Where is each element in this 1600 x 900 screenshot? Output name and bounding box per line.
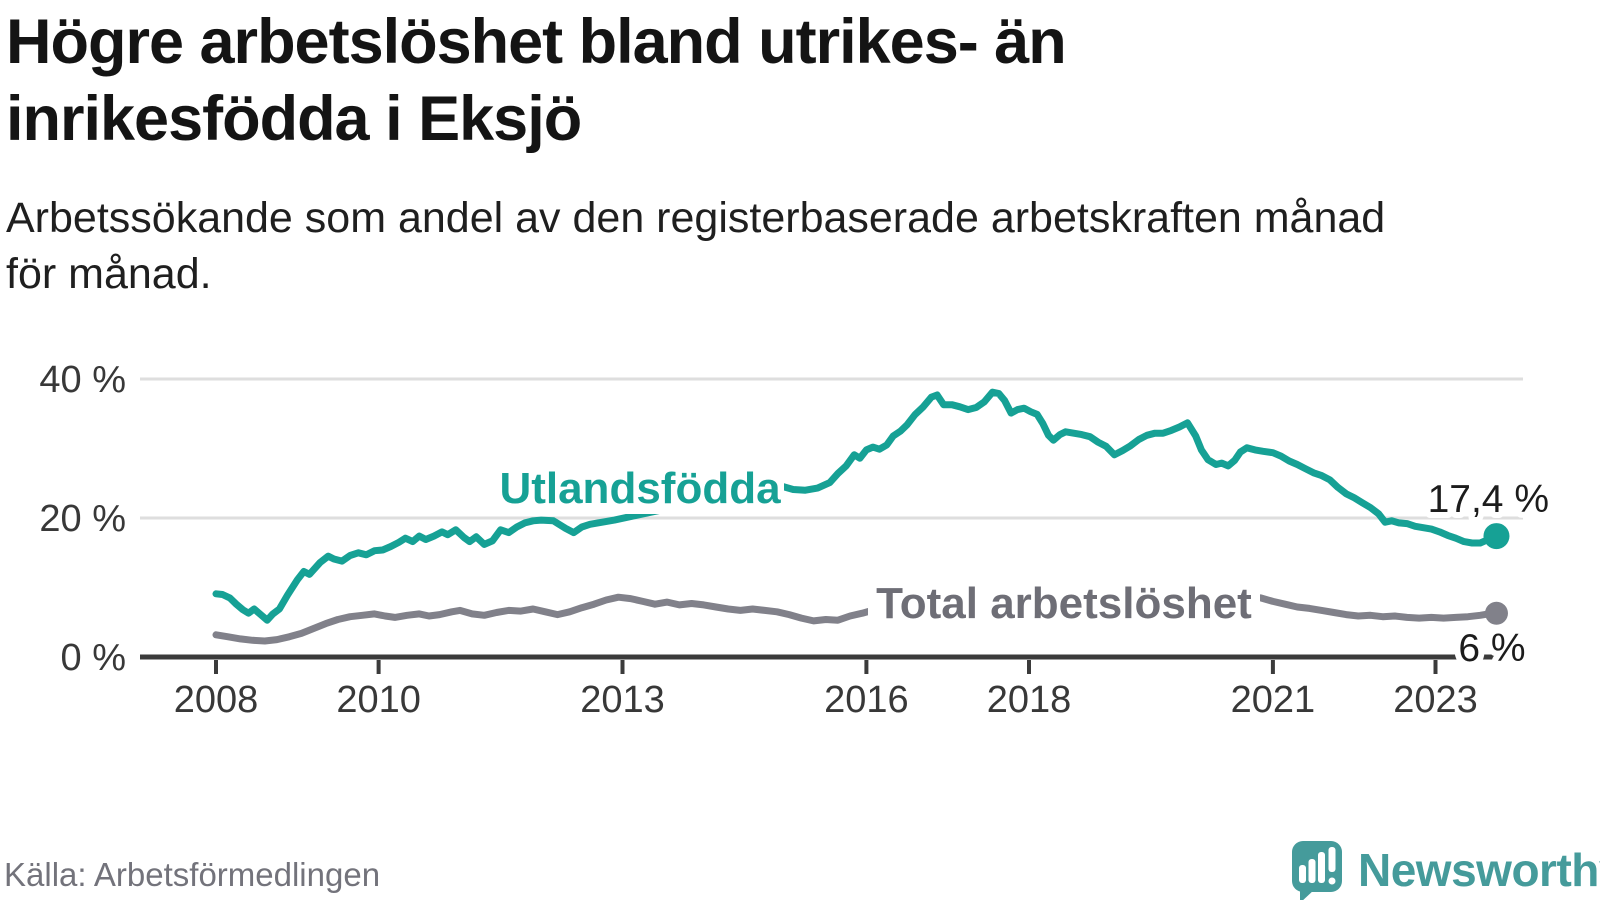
end-dot-foreign-born (1483, 523, 1510, 550)
page-title: Högre arbetslöshet bland utrikes- än inr… (6, 4, 1566, 158)
series-label-layer: Utlandsfödda Total arbetslöshet (494, 459, 1260, 633)
title-line-2: inrikesfödda i Eksjö (6, 84, 582, 154)
series-label-total-mask (868, 579, 1260, 626)
subtitle-line-2: för månad. (6, 250, 212, 298)
series-label-foreign-born: Utlandsfödda (499, 464, 781, 513)
newsworthy-logo: Newsworthy (1292, 841, 1600, 900)
x-tick-label-2008: 2008 (174, 679, 259, 721)
subtitle-line-1: Arbetssökande som andel av den registerb… (6, 194, 1386, 242)
end-dot-total (1484, 601, 1508, 625)
grid-layer: 40 % 20 % 0 % (39, 359, 1523, 679)
x-tick-label-2023: 2023 (1393, 679, 1478, 721)
chart-subtitle: Arbetssökande som andel av den registerb… (6, 190, 1566, 302)
end-point-layer: 17,4 % 6 % (1422, 472, 1555, 676)
x-tick-label-2013: 2013 (580, 679, 665, 721)
x-tick-label-2016: 2016 (824, 679, 909, 721)
series-line-total (212, 593, 1500, 645)
series-label-total: Total arbetslöshet (876, 579, 1252, 628)
y-axis-label-20: 20 % (39, 498, 126, 540)
end-value-label-foreign-born: 17,4 % (1428, 478, 1549, 521)
logo-bubble-tail (1300, 889, 1315, 900)
y-axis-label-0: 0 % (61, 637, 126, 679)
series-line-foreign-born (212, 388, 1500, 624)
brand-name: Newsworthy (1358, 844, 1600, 896)
end-value-label-total: 6 % (1458, 627, 1525, 670)
series-layer (212, 388, 1500, 645)
axis-layer: 2008 2010 2013 2016 2018 2021 2023 (140, 654, 1523, 721)
x-tick-label-2021: 2021 (1231, 679, 1316, 721)
y-axis-label-40: 40 % (39, 359, 126, 401)
title-line-1: Högre arbetslöshet bland utrikes- än (6, 7, 1067, 77)
x-tick-label-2018: 2018 (987, 679, 1072, 721)
logo-bars-icon (1299, 847, 1336, 885)
series-label-foreign-born-mask (594, 466, 784, 514)
source-note: Källa: Arbetsförmedlingen (4, 856, 381, 893)
x-tick-label-2010: 2010 (336, 679, 421, 721)
